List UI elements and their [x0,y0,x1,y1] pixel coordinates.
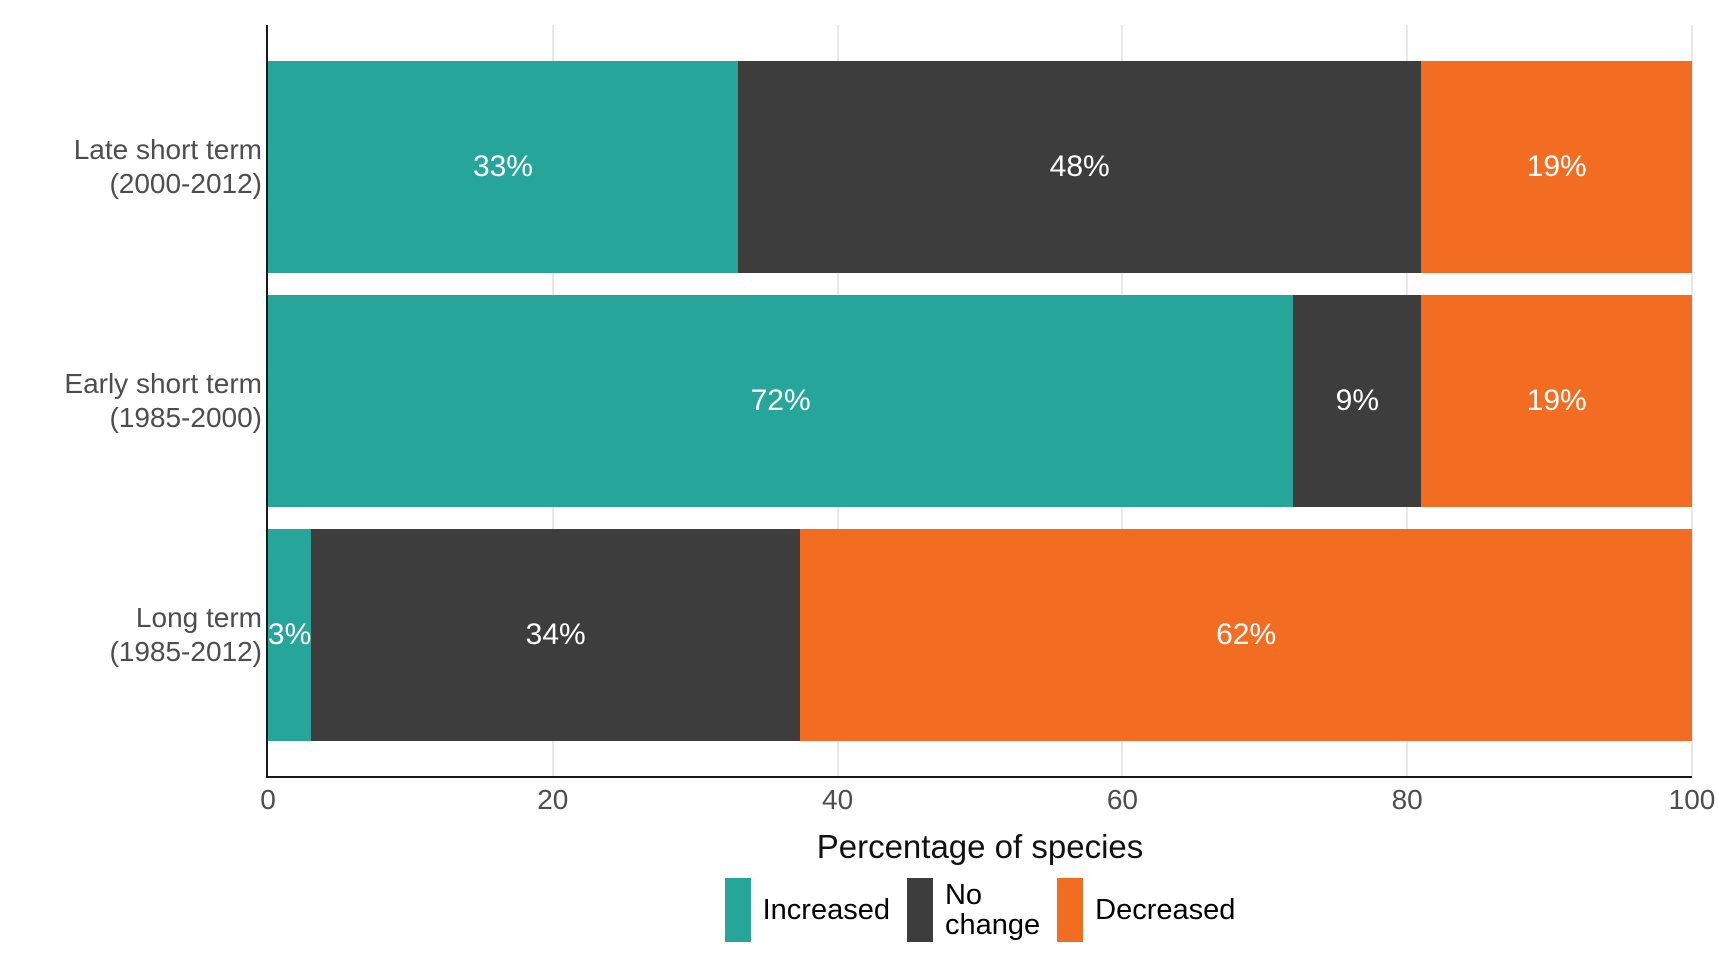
x-tick-label-80: 80 [1391,784,1423,815]
x-axis-tick-labels: 0 20 40 60 80 100 [260,784,1715,818]
gridline-x-100 [1691,25,1693,776]
bar-segment-no-change: 9% [1293,295,1422,507]
bar-segment-decreased: 19% [1421,295,1692,507]
legend-swatch [724,878,751,942]
bar-segment-value-label: 19% [1526,150,1587,183]
bars-layer: 33% 48% 19% 72% 9% 19% 3% 34% 62% [268,61,1692,741]
legend-swatch [906,878,933,942]
y-category-label-line: (1985-2012) [109,636,262,667]
legend: Increased No change Decreased [268,878,1692,942]
y-category-label: Long term (1985-2012) [0,529,262,741]
y-category-label-line: Late short term [73,134,262,165]
bar-segment-value-label: 9% [1335,384,1380,417]
bar-segment-increased: 33% [268,61,738,273]
x-tick-label-40: 40 [822,784,854,815]
bar-row: 33% 48% 19% [268,61,1692,273]
y-category-label-line: (1985-2000) [109,402,262,433]
bar-segment-value-label: 33% [472,150,533,183]
bar-segment-increased: 72% [268,295,1294,507]
bar-segment-decreased: 19% [1421,61,1692,273]
y-category-label-line: Early short term [64,368,262,399]
bar-segment-increased: 3% [268,529,311,741]
y-category-label: Late short term (2000-2012) [0,61,262,273]
bar-segment-value-label: 48% [1049,150,1110,183]
plot-panel: 33% 48% 19% 72% 9% 19% 3% 34% 62% [266,25,1693,778]
bar-row: 72% 9% 19% [268,295,1692,507]
x-axis-line [266,776,1692,778]
bar-segment-value-label: 19% [1526,384,1587,417]
bar-segment-no-change: 48% [737,61,1422,273]
legend-item-decreased: Decreased [1057,878,1235,942]
x-tick-label-100: 100 [1668,784,1716,815]
y-category-label: Early short term (1985-2000) [0,295,262,507]
legend-item-no-change: No change [906,878,1041,942]
x-tick-label-60: 60 [1106,784,1138,815]
x-tick-label-0: 0 [260,784,276,815]
legend-label: Increased [762,894,890,926]
legend-label: No change [944,879,1041,941]
bar-row: 3% 34% 62% [268,529,1692,741]
bar-segment-value-label: 3% [267,618,312,651]
y-category-label-line: (2000-2012) [109,168,262,199]
bar-segment-decreased: 62% [800,529,1692,741]
bar-segment-value-label: 34% [525,618,586,651]
bar-segment-value-label: 72% [750,384,811,417]
legend-label: Decreased [1095,894,1236,926]
y-category-label-line: Long term [135,602,262,633]
x-tick-label-20: 20 [537,784,569,815]
legend-swatch [1057,878,1084,942]
bar-segment-no-change: 34% [311,529,801,741]
legend-item-increased: Increased [724,878,890,942]
y-axis-category-labels: Late short term (2000-2012) Early short te… [0,25,262,776]
bar-segment-value-label: 62% [1216,618,1277,651]
x-axis-title: Percentage of species [816,828,1144,865]
y-axis-line [266,25,268,776]
